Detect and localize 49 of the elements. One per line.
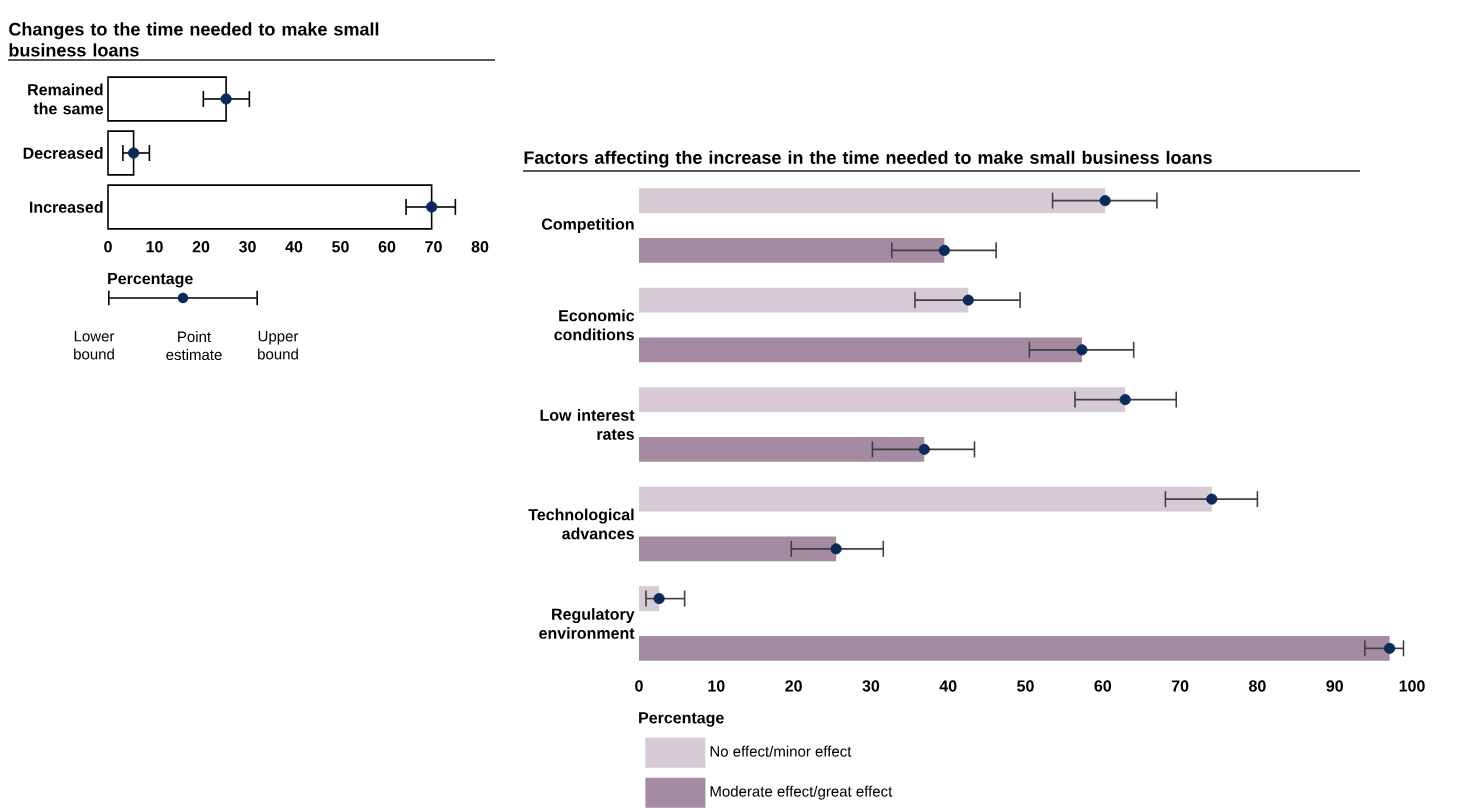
legend-label: No effect/minor effect: [710, 745, 852, 757]
bar: [639, 188, 1106, 214]
x-tick-label: 30: [862, 680, 880, 692]
x-tick-label: 70: [1171, 680, 1189, 692]
text: Lower bound: [74, 331, 115, 360]
text: Point estimate: [166, 331, 222, 361]
chart-title: Factors affecting the increase in the time needed to make small business loans: [524, 150, 1212, 168]
x-tick-label: 20: [785, 680, 802, 692]
x-tick-label: 10: [146, 241, 163, 253]
y-tick-label: Competition: [541, 218, 634, 233]
y-tick-label: Technological advances: [528, 508, 634, 540]
x-tick-label: 40: [285, 241, 303, 253]
y-tick-label: Increased: [29, 201, 103, 213]
bar: [639, 337, 1082, 363]
x-tick-label: 50: [332, 241, 349, 253]
x-tick-label: 50: [1017, 680, 1034, 692]
x-axis-title: Percentage: [108, 273, 193, 288]
y-tick-label: Economic conditions: [554, 309, 635, 341]
y-tick-label: Decreased: [23, 147, 103, 159]
text: Upper bound: [258, 331, 299, 360]
bar: [639, 237, 945, 263]
bar: [639, 287, 969, 313]
bar: [639, 436, 925, 462]
y-tick-label: Low interest rates: [540, 409, 635, 440]
chart-title: Changes to the time needed to make small business loans: [9, 22, 379, 57]
x-tick-label: 100: [1399, 680, 1425, 692]
x-tick-label: 30: [238, 241, 256, 253]
bar: [107, 130, 135, 176]
y-tick-label: Remained the same: [28, 83, 104, 115]
x-tick-label: 0: [104, 241, 112, 253]
bar: [107, 76, 227, 122]
bar: [639, 387, 1126, 413]
x-tick-label: 80: [471, 241, 489, 253]
x-tick-label: 60: [378, 241, 396, 253]
x-tick-label: 0: [635, 680, 643, 692]
x-tick-label: 20: [192, 241, 210, 253]
bar: [639, 635, 1390, 661]
x-tick-label: 80: [1249, 680, 1266, 692]
x-tick-label: 90: [1326, 680, 1343, 692]
x-tick-label: 60: [1094, 680, 1112, 692]
x-tick-label: 10: [708, 680, 725, 692]
bar: [107, 184, 433, 230]
bar: [639, 536, 837, 562]
x-tick-label: 40: [939, 680, 957, 692]
bar: [639, 486, 1212, 512]
legend-label: Moderate effect/great effect: [710, 785, 893, 800]
y-tick-label: Regulatory environment: [539, 608, 635, 639]
x-axis-title: Percentage: [639, 712, 724, 727]
x-tick-label: 70: [425, 241, 442, 253]
